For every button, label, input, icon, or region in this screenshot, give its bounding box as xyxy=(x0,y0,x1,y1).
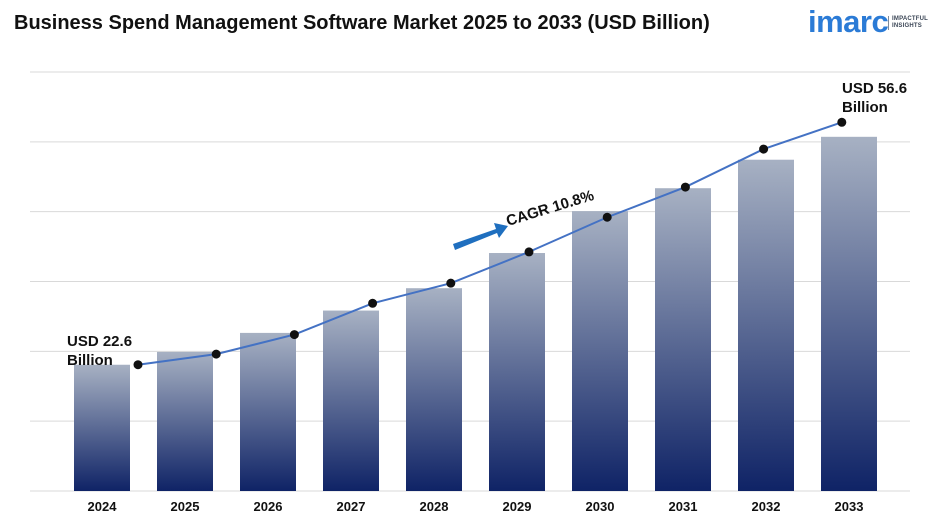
logo-tagline: IMPACTFUL INSIGHTS xyxy=(888,16,928,30)
bar-2030 xyxy=(572,211,628,491)
bar-2032 xyxy=(738,159,794,491)
logo-tagline-line1: IMPACTFUL xyxy=(892,16,929,22)
trend-point-2029 xyxy=(524,247,534,257)
trend-line xyxy=(133,117,847,370)
bar-2026 xyxy=(240,332,296,491)
bar-2031 xyxy=(655,188,711,491)
x-tick-2029: 2029 xyxy=(503,499,532,514)
trend-line-path xyxy=(137,121,843,366)
start-value-line2: Billion xyxy=(67,352,113,369)
x-tick-2026: 2026 xyxy=(254,499,283,514)
x-tick-2025: 2025 xyxy=(171,499,200,514)
chart-title: Business Spend Management Software Marke… xyxy=(14,12,710,34)
x-tick-2024: 2024 xyxy=(88,499,118,514)
logo-wordmark: imarc xyxy=(808,4,889,39)
cagr-arrow-icon xyxy=(453,223,508,250)
trend-point-2026 xyxy=(289,330,299,340)
x-tick-2031: 2031 xyxy=(669,499,698,514)
x-tick-labels: 2024 2025 2026 2027 2028 2029 2030 2031 2032 2033 xyxy=(88,499,864,514)
trend-point-2025 xyxy=(211,349,221,359)
trend-point-2028 xyxy=(446,278,456,288)
x-tick-2028: 2028 xyxy=(420,499,449,514)
bar-2024 xyxy=(74,364,130,491)
logo-tagline-line2: INSIGHTS xyxy=(892,23,922,29)
start-value-line1: USD 22.6 xyxy=(67,333,132,350)
bar-2029 xyxy=(489,253,545,491)
trend-point-2031 xyxy=(680,182,690,192)
bars xyxy=(74,136,877,491)
trend-point-2030 xyxy=(602,212,612,222)
end-value-line1: USD 56.6 xyxy=(842,80,907,97)
trend-point-2033 xyxy=(837,117,847,127)
bar-2033 xyxy=(821,136,877,491)
x-tick-2032: 2032 xyxy=(752,499,781,514)
x-tick-2027: 2027 xyxy=(337,499,366,514)
trend-point-2024 xyxy=(133,360,143,370)
x-tick-2033: 2033 xyxy=(835,499,864,514)
trend-point-2032 xyxy=(759,144,769,154)
end-value-line2: Billion xyxy=(842,99,888,116)
bar-2025 xyxy=(157,351,213,491)
bar-2027 xyxy=(323,310,379,491)
x-tick-2030: 2030 xyxy=(586,499,615,514)
bar-2028 xyxy=(406,288,462,491)
trend-point-2027 xyxy=(368,298,378,308)
imarc-logo: imarc IMPACTFUL INSIGHTS xyxy=(808,4,934,46)
